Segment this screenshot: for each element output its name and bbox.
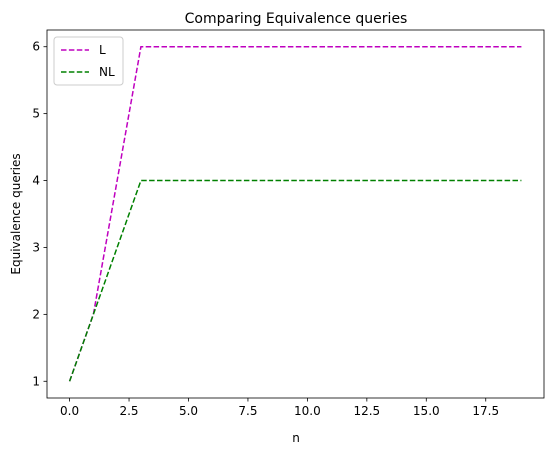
x-tick-label: 10.0 xyxy=(294,404,321,418)
legend-label-nl: NL xyxy=(99,65,115,79)
x-tick-label: 5.0 xyxy=(179,404,198,418)
legend-box xyxy=(53,36,124,86)
y-tick-label: 4 xyxy=(32,174,40,188)
y-tick-label: 1 xyxy=(32,374,40,388)
legend: L NL xyxy=(53,36,124,86)
y-axis-label: Equivalence queries xyxy=(9,153,23,274)
x-tick-label: 0.0 xyxy=(60,404,79,418)
x-tick-label: 12.5 xyxy=(353,404,380,418)
y-tick-label: 5 xyxy=(32,107,40,121)
legend-label-l: L xyxy=(99,43,106,57)
x-tick-label: 7.5 xyxy=(238,404,257,418)
series-line-l xyxy=(68,45,522,382)
y-tick-label: 2 xyxy=(32,307,40,321)
y-tick-label: 6 xyxy=(32,40,40,54)
x-tick-label: 17.5 xyxy=(472,404,499,418)
plot-frame xyxy=(46,29,545,399)
series-line-nl xyxy=(68,179,522,382)
x-tick-label: 15.0 xyxy=(413,404,440,418)
x-tick-label: 2.5 xyxy=(119,404,138,418)
chart-title: Comparing Equivalence queries xyxy=(185,11,408,27)
x-axis-label: n xyxy=(292,431,300,445)
y-tick-label: 3 xyxy=(32,240,40,254)
